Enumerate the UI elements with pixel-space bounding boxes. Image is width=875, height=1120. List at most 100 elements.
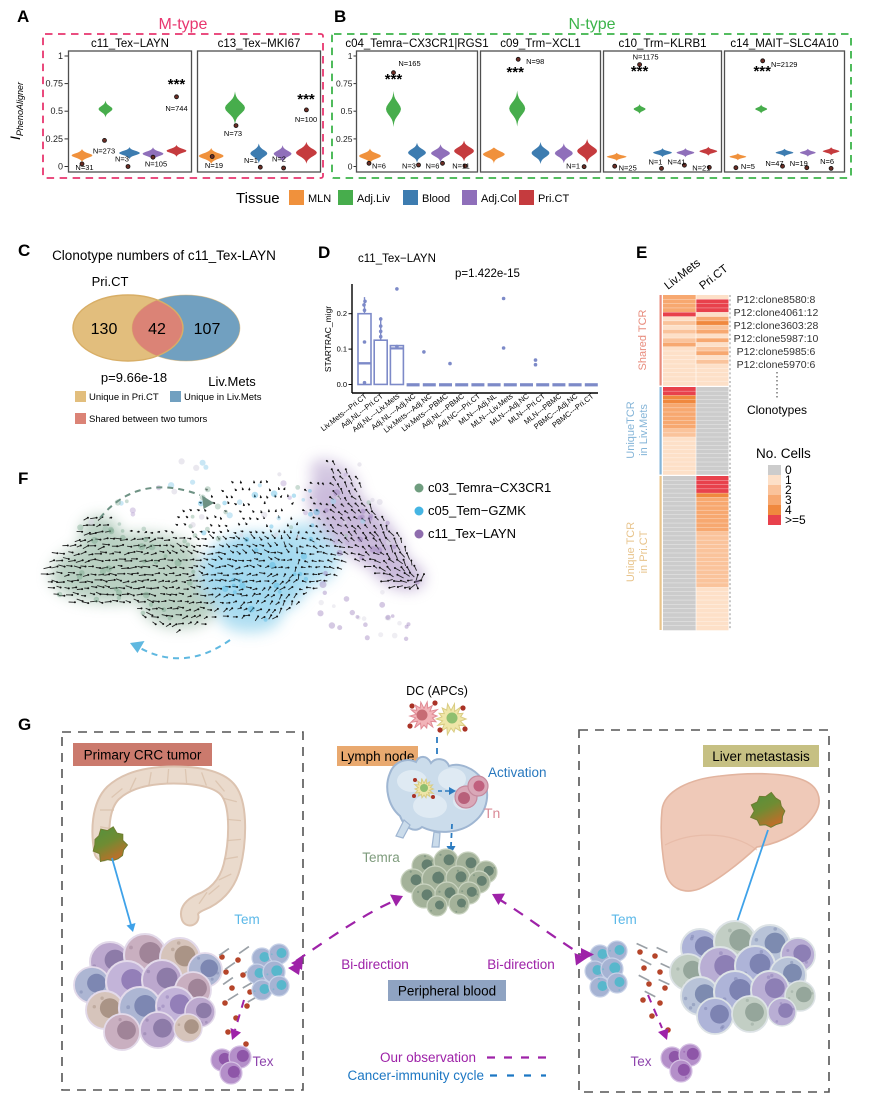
svg-text:N=47: N=47 <box>765 159 783 168</box>
svg-text:42: 42 <box>148 321 166 338</box>
svg-text:Cancer-immunity cycle: Cancer-immunity cycle <box>347 1068 484 1083</box>
svg-text:N=105: N=105 <box>145 160 167 169</box>
svg-text:c11_Tex−LAYN: c11_Tex−LAYN <box>91 38 169 50</box>
svg-text:P12:clone4061:12: P12:clone4061:12 <box>734 307 819 319</box>
svg-text:Adj.Liv: Adj.Liv <box>357 193 391 205</box>
svg-text:N-type: N-type <box>568 16 615 33</box>
svg-text:0.25: 0.25 <box>336 134 353 144</box>
svg-text:0.25: 0.25 <box>45 134 63 144</box>
svg-text:N=100: N=100 <box>295 115 317 124</box>
svg-text:N=1: N=1 <box>244 156 258 165</box>
svg-text:STARTRAC_migr: STARTRAC_migr <box>323 306 333 372</box>
svg-text:c03_Temra−CX3CR1: c03_Temra−CX3CR1 <box>428 480 551 495</box>
svg-text:3: 3 <box>785 493 792 507</box>
svg-text:p=9.66e-18: p=9.66e-18 <box>101 370 167 385</box>
svg-text:N=25: N=25 <box>619 164 637 173</box>
svg-text:***: *** <box>297 91 315 108</box>
svg-text:Activation: Activation <box>488 765 547 780</box>
svg-text:c11_Tex−LAYN: c11_Tex−LAYN <box>428 526 516 541</box>
svg-text:Pri.CT: Pri.CT <box>538 193 569 205</box>
svg-text:N=41: N=41 <box>667 158 685 167</box>
svg-text:N=1: N=1 <box>566 162 580 171</box>
svg-text:MLN: MLN <box>308 193 331 205</box>
svg-text:0: 0 <box>58 162 63 172</box>
svg-text:0.5: 0.5 <box>341 106 353 116</box>
svg-text:B: B <box>334 7 346 26</box>
svg-text:Unique in Liv.Mets: Unique in Liv.Mets <box>184 392 262 403</box>
svg-text:P12:clone3603:28: P12:clone3603:28 <box>734 320 819 332</box>
svg-text:1: 1 <box>785 473 792 487</box>
svg-text:c11_Tex−LAYN: c11_Tex−LAYN <box>358 253 436 265</box>
svg-text:1: 1 <box>348 51 353 61</box>
svg-text:0: 0 <box>785 463 792 477</box>
svg-text:0: 0 <box>348 162 353 172</box>
svg-text:N=3: N=3 <box>115 155 129 164</box>
svg-text:N=11: N=11 <box>452 162 470 171</box>
svg-text:Shared TCR: Shared TCR <box>637 309 649 370</box>
svg-text:Tex: Tex <box>630 1054 651 1069</box>
svg-text:1: 1 <box>58 51 63 61</box>
svg-text:Adj.Col: Adj.Col <box>481 193 516 205</box>
svg-text:0.75: 0.75 <box>336 79 353 89</box>
svg-text:N=744: N=744 <box>165 104 187 113</box>
svg-text:4: 4 <box>785 503 792 517</box>
svg-text:Liv.Mets: Liv.Mets <box>208 374 256 389</box>
svg-text:0.2: 0.2 <box>337 309 347 318</box>
svg-text:Blood: Blood <box>422 193 450 205</box>
svg-text:N=273: N=273 <box>93 147 115 156</box>
svg-text:>=5: >=5 <box>785 513 806 527</box>
svg-text:Pri.CT: Pri.CT <box>92 274 129 289</box>
svg-text:Clonotypes: Clonotypes <box>747 403 807 417</box>
svg-text:N=2129: N=2129 <box>771 60 797 69</box>
svg-text:C: C <box>18 241 30 260</box>
svg-text:Temra: Temra <box>362 850 400 865</box>
svg-text:N=2: N=2 <box>272 155 286 164</box>
svg-text:N=6: N=6 <box>372 162 386 171</box>
svg-text:N=6: N=6 <box>426 162 440 171</box>
svg-text:D: D <box>318 243 330 262</box>
svg-text:Tn: Tn <box>484 805 500 821</box>
svg-text:N=1175: N=1175 <box>633 53 659 62</box>
svg-text:***: *** <box>506 64 524 81</box>
svg-text:N=165: N=165 <box>398 59 420 68</box>
svg-text:Peripheral blood: Peripheral blood <box>398 984 496 999</box>
svg-text:Tex: Tex <box>252 1054 273 1069</box>
svg-text:N=19: N=19 <box>205 161 223 170</box>
svg-text:N=98: N=98 <box>526 57 544 66</box>
svg-text:c09_Trm−XCL1: c09_Trm−XCL1 <box>500 38 580 50</box>
svg-text:p=1.422e-15: p=1.422e-15 <box>455 268 520 280</box>
svg-text:G: G <box>18 715 31 734</box>
svg-text:P12:clone5970:6: P12:clone5970:6 <box>737 359 816 371</box>
svg-text:***: *** <box>168 76 186 93</box>
svg-text:Unique in Pri.CT: Unique in Pri.CT <box>89 392 159 403</box>
svg-text:N=21: N=21 <box>692 164 710 173</box>
svg-text:Our observation: Our observation <box>380 1050 476 1065</box>
svg-text:N=19: N=19 <box>790 159 808 168</box>
svg-text:F: F <box>18 469 28 488</box>
svg-text:UniqueTCR: UniqueTCR <box>625 401 637 459</box>
svg-text:Unique TCR: Unique TCR <box>625 522 637 582</box>
svg-text:Tem: Tem <box>234 912 260 927</box>
svg-text:N=6: N=6 <box>820 157 834 166</box>
svg-text:c14_MAIT−SLC4A10: c14_MAIT−SLC4A10 <box>730 38 838 50</box>
svg-text:N=3: N=3 <box>402 162 416 171</box>
svg-text:0.5: 0.5 <box>50 106 63 116</box>
svg-text:Tem: Tem <box>611 912 637 927</box>
svg-text:c04_Temra−CX3CR1|RGS1: c04_Temra−CX3CR1|RGS1 <box>345 38 488 50</box>
svg-text:130: 130 <box>91 321 118 338</box>
svg-text:P12:clone8580:8: P12:clone8580:8 <box>737 294 816 306</box>
svg-text:c05_Tem−GZMK: c05_Tem−GZMK <box>428 503 526 518</box>
svg-text:0.0: 0.0 <box>337 380 347 389</box>
svg-text:***: *** <box>385 71 403 88</box>
svg-text:E: E <box>636 243 647 262</box>
svg-text:***: *** <box>753 63 771 80</box>
svg-text:Shared between two tumors: Shared between two tumors <box>89 414 208 425</box>
svg-text:N=73: N=73 <box>224 129 242 138</box>
svg-text:0.1: 0.1 <box>337 345 347 354</box>
svg-text:107: 107 <box>194 321 221 338</box>
svg-text:Tissue: Tissue <box>236 190 280 207</box>
svg-text:P12:clone5985:6: P12:clone5985:6 <box>737 346 816 358</box>
svg-text:2: 2 <box>785 483 792 497</box>
svg-text:Bi-direction: Bi-direction <box>487 957 555 972</box>
svg-text:c10_Trm−KLRB1: c10_Trm−KLRB1 <box>618 38 706 50</box>
